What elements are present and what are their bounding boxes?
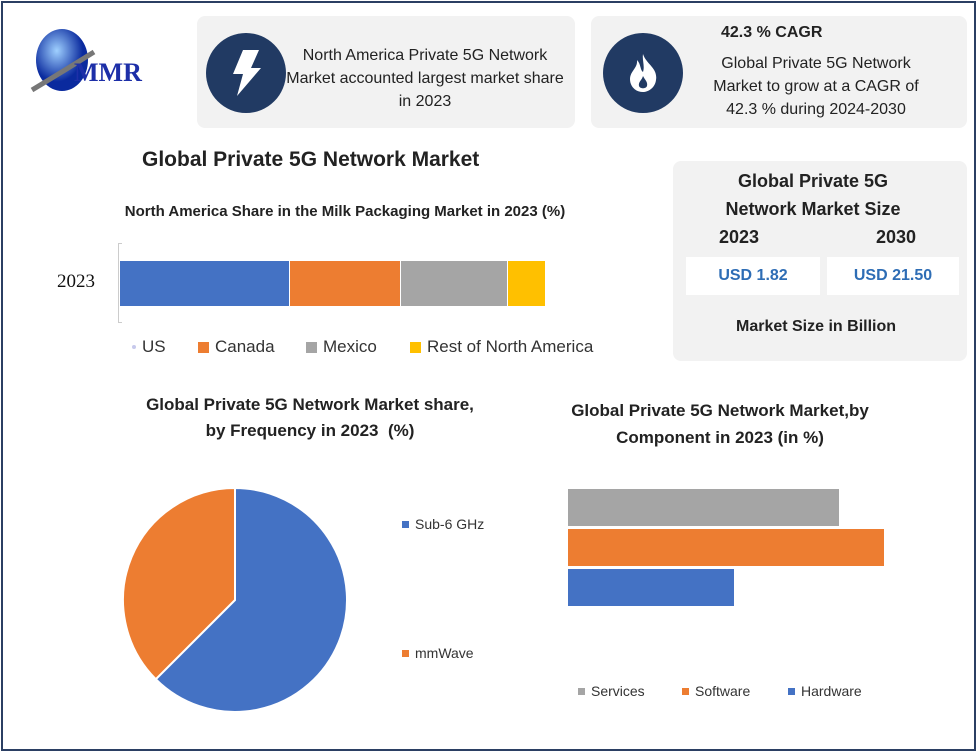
cagr-heading: 42.3 % CAGR bbox=[721, 24, 823, 41]
lightning-icon bbox=[206, 33, 286, 113]
north-america-card: North America Private 5G Network Market … bbox=[197, 16, 575, 128]
legend-label: Services bbox=[591, 683, 645, 699]
pie-chart-title: Global Private 5G Network Market share, … bbox=[146, 395, 479, 440]
component-chart-title: Global Private 5G Network Market,by Comp… bbox=[571, 401, 869, 447]
globe-icon bbox=[30, 29, 96, 93]
legend-swatch bbox=[306, 341, 317, 353]
size-title: Global Private 5G Network Market Size bbox=[725, 171, 901, 219]
market-size-box: Global Private 5G Network Market Size 20… bbox=[673, 161, 967, 361]
flame-icon bbox=[603, 33, 683, 113]
legend-rest: Rest of North America bbox=[410, 337, 593, 357]
legend-label: Sub-6 GHz bbox=[415, 516, 485, 532]
legend-label: Hardware bbox=[801, 683, 862, 699]
bar-segment-mexico bbox=[401, 261, 508, 306]
year-2030: 2030 bbox=[876, 227, 917, 247]
value-2030: USD 21.50 bbox=[827, 257, 959, 295]
cagr-card: 42.3 % CAGR Global Private 5G Network Ma… bbox=[591, 16, 967, 128]
category-label-2023: 2023 bbox=[57, 271, 95, 292]
legend-us: US bbox=[132, 337, 166, 357]
legend-swatch bbox=[132, 345, 136, 349]
bar-segment-rest-of-north-america bbox=[507, 261, 546, 306]
legend-sub6: Sub-6 GHz bbox=[402, 516, 484, 532]
legend-swatch bbox=[682, 687, 689, 695]
main-title: Global Private 5G Network Market bbox=[142, 148, 480, 171]
cagr-text: Global Private 5G Network Market to grow… bbox=[713, 55, 919, 118]
year-2023: 2023 bbox=[719, 227, 760, 247]
legend-label: Mexico bbox=[323, 337, 377, 356]
bar-segment-us bbox=[120, 261, 291, 306]
stacked-bar bbox=[120, 261, 546, 306]
y-axis-line bbox=[118, 243, 122, 323]
legend-mexico: Mexico bbox=[306, 337, 377, 357]
legend-swatch bbox=[402, 649, 409, 657]
legend-label: Canada bbox=[215, 337, 275, 356]
legend-hardware: Hardware bbox=[788, 683, 862, 699]
pie-chart bbox=[122, 486, 348, 713]
bar-hardware bbox=[568, 569, 734, 606]
north-america-text: North America Private 5G Network Market … bbox=[286, 47, 564, 110]
stacked-chart-title: North America Share in the Milk Packagin… bbox=[124, 203, 566, 220]
pie-slice-sub-6-ghz bbox=[154, 486, 348, 713]
legend-swatch bbox=[402, 520, 409, 528]
size-footer: Market Size in Billion bbox=[735, 318, 897, 335]
legend-swatch bbox=[198, 341, 209, 353]
mmr-logo: MMR bbox=[22, 22, 157, 97]
legend-label: mmWave bbox=[415, 645, 474, 661]
legend-canada: Canada bbox=[198, 337, 275, 357]
legend-label: Software bbox=[695, 683, 751, 699]
legend-label: US bbox=[142, 337, 166, 356]
bar-segment-canada bbox=[290, 261, 402, 306]
legend-swatch bbox=[578, 687, 585, 695]
legend-software: Software bbox=[682, 683, 750, 699]
legend-services: Services bbox=[578, 683, 645, 699]
bar-software bbox=[568, 529, 884, 566]
legend-swatch bbox=[410, 341, 421, 353]
legend-label: Rest of North America bbox=[427, 337, 594, 356]
pie-slice-mmwave bbox=[122, 486, 236, 681]
logo-text: MMR bbox=[74, 58, 142, 87]
component-bars bbox=[568, 489, 928, 609]
legend-mmwave: mmWave bbox=[402, 645, 474, 661]
bar-services bbox=[568, 489, 839, 526]
value-2023: USD 1.82 bbox=[686, 257, 820, 295]
legend-swatch bbox=[788, 687, 795, 695]
